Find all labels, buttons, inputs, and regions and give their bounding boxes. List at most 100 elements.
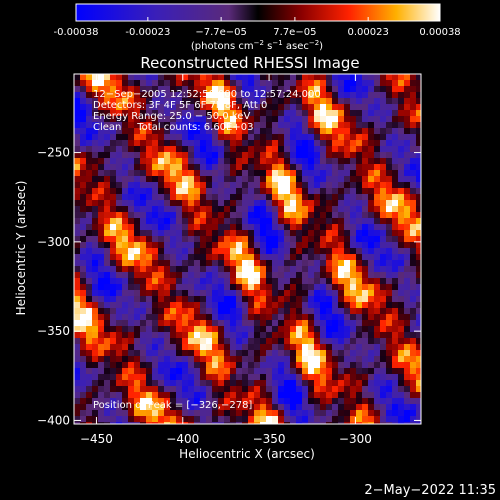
heatmap-cell [140,248,146,254]
heatmap-cell [176,194,182,200]
heatmap-cell [98,386,104,392]
heatmap-cell [362,422,368,424]
heatmap-cell [188,290,194,296]
heatmap-cell [374,338,380,344]
heatmap-cell [392,266,398,272]
heatmap-cell [200,296,206,302]
heatmap-cell [206,260,212,266]
heatmap-cell [80,416,86,422]
heatmap-cell [404,236,410,242]
heatmap-cell [170,266,176,272]
heatmap-cell [236,380,242,386]
heatmap-cell [284,182,290,188]
heatmap-cell [326,170,332,176]
heatmap-cell [182,224,188,230]
heatmap-cell [350,134,356,140]
heatmap-cell [368,188,374,194]
heatmap-cell [200,326,206,332]
heatmap-cell [194,230,200,236]
heatmap-cell [182,302,188,308]
heatmap-cell [218,104,224,110]
heatmap-cell [278,266,284,272]
heatmap-cell [176,404,182,410]
heatmap-cell [338,248,344,254]
heatmap-cell [374,140,380,146]
heatmap-cell [332,422,338,424]
heatmap-cell [344,410,350,416]
heatmap-cell [302,296,308,302]
heatmap-cell [326,128,332,134]
heatmap-cell [356,128,362,134]
heatmap-cell [164,242,170,248]
heatmap-cell [356,266,362,272]
heatmap-cell [122,164,128,170]
heatmap-cell [410,176,416,182]
heatmap-cell [266,218,272,224]
heatmap-cell [236,362,242,368]
heatmap-cell [170,302,176,308]
heatmap-cell [314,296,320,302]
heatmap-cell [176,164,182,170]
heatmap-cell [290,380,296,386]
heatmap-cell [368,170,374,176]
heatmap-cell [344,338,350,344]
heatmap-cell [302,116,308,122]
heatmap-cell [362,398,368,404]
heatmap-cell [272,320,278,326]
heatmap-cell [308,242,314,248]
heatmap-cell [356,110,362,116]
heatmap-cell [110,362,116,368]
heatmap-cell [278,194,284,200]
heatmap-cell [104,164,110,170]
heatmap-cell [104,398,110,404]
heatmap-cell [218,86,224,92]
heatmap-cell [212,122,218,128]
heatmap-cell [80,212,86,218]
heatmap-cell [362,350,368,356]
heatmap-cell [398,260,404,266]
heatmap-cell [362,152,368,158]
heatmap-cell [158,224,164,230]
heatmap-cell [350,110,356,116]
heatmap-cell [332,386,338,392]
heatmap-cell [272,86,278,92]
heatmap-cell [374,224,380,230]
heatmap-cell [242,170,248,176]
heatmap-cell [416,176,421,182]
heatmap-cell [392,302,398,308]
heatmap-cell [92,386,98,392]
heatmap-cell [224,218,230,224]
heatmap-cell [224,254,230,260]
heatmap-cell [332,74,338,80]
heatmap-cell [236,230,242,236]
heatmap-cell [284,344,290,350]
heatmap-cell [266,104,272,110]
heatmap-cell [218,368,224,374]
heatmap-cell [200,224,206,230]
heatmap-cell [398,74,404,80]
heatmap-cell [92,224,98,230]
heatmap-cell [392,158,398,164]
heatmap-cell [224,122,230,128]
heatmap-cell [368,146,374,152]
heatmap-cell [140,338,146,344]
heatmap-cell [338,326,344,332]
heatmap-cell [242,326,248,332]
heatmap-cell [380,344,386,350]
heatmap-cell [248,134,254,140]
heatmap-cell [332,338,338,344]
heatmap-cell [308,356,314,362]
heatmap-cell [350,284,356,290]
heatmap-cell [74,290,80,296]
heatmap-cell [122,188,128,194]
heatmap-cell [152,128,158,134]
heatmap-cell [362,116,368,122]
heatmap-cell [296,176,302,182]
heatmap-cell [200,164,206,170]
heatmap-cell [224,242,230,248]
heatmap-cell [398,170,404,176]
heatmap-cell [314,164,320,170]
heatmap-cell [170,206,176,212]
heatmap-cell [116,332,122,338]
heatmap-cell [122,296,128,302]
